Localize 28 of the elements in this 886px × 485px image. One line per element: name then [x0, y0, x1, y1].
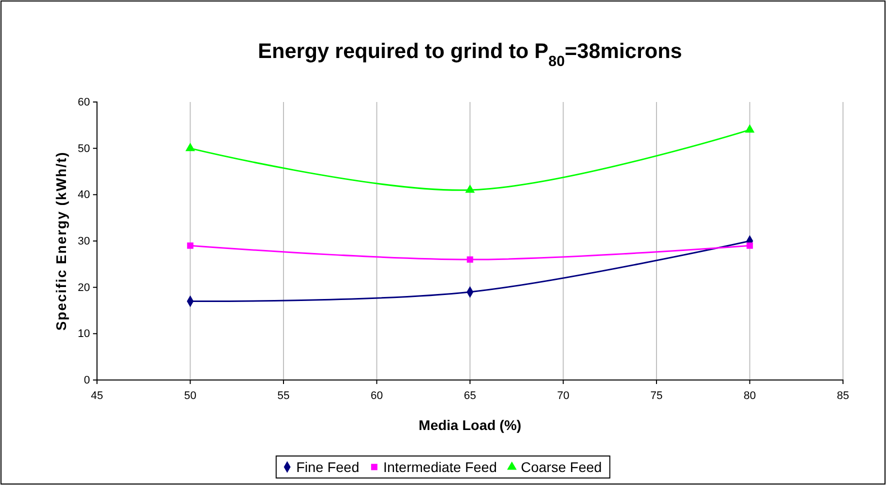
y-tick-label: 50: [78, 142, 90, 155]
x-tick-label: 55: [277, 390, 290, 402]
x-tick-label: 50: [184, 390, 196, 402]
x-tick-label: 45: [90, 390, 104, 402]
y-tick-label: 40: [78, 189, 90, 202]
point: [466, 256, 474, 263]
legend-label: Coarse Feed: [520, 458, 602, 475]
x-axis-title: Media Load (%): [418, 417, 522, 433]
x-tick-label: 85: [836, 390, 850, 402]
legend-label: Intermediate Feed: [383, 458, 497, 475]
chart-title: Energy required to grind to P$_{80}$=38microns: [258, 40, 682, 70]
point: [187, 242, 194, 249]
y-tick-label: 60: [78, 96, 90, 109]
y-tick-label: 20: [78, 282, 90, 294]
point: [744, 124, 755, 133]
x-tick-label: 75: [650, 390, 663, 402]
x-tick-label: 70: [557, 390, 570, 402]
y-tick-label: 0: [84, 374, 90, 387]
y-tick-label: 30: [78, 236, 90, 248]
x-tick-label: 80: [744, 390, 756, 402]
x-tick-label: 65: [464, 390, 476, 402]
y-axis-title: Specific Energy (kWh/t): [53, 151, 69, 331]
x-tick-label: 60: [370, 390, 383, 402]
legend-label: Fine Feed: [296, 458, 360, 475]
point: [746, 242, 753, 249]
point: [185, 142, 196, 152]
y-tick-label: 10: [78, 328, 90, 340]
point: [465, 184, 475, 193]
